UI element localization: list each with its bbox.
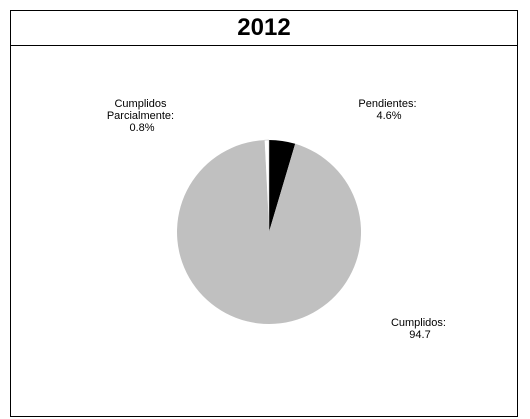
chart-title-box: 2012 — [11, 11, 517, 46]
label-cumplidos-line-1: Cumplidos: — [391, 317, 446, 329]
label-cumplidos-parcialmente: Cumplidos Parcialmente: 0.8% — [107, 98, 177, 134]
label-pendientes: Pendientes: 4.6% — [358, 98, 419, 122]
chart-title: 2012 — [237, 14, 291, 41]
label-parcial-line-2: Parcialmente: — [107, 110, 174, 122]
slice-cumplidos — [177, 140, 362, 325]
label-parcial-line-3: 0.8% — [129, 122, 154, 134]
slice-cumplidos-parcialmente — [264, 139, 270, 233]
slice-pendientes — [269, 140, 296, 232]
label-cumplidos-line-2: 94.7 — [409, 329, 430, 341]
label-pendientes-line-2: 4.6% — [376, 110, 401, 122]
label-pendientes-line-1: Pendientes: — [358, 98, 416, 110]
label-parcial-line-1: Cumplidos — [114, 98, 166, 110]
label-cumplidos: Cumplidos: 94.7 — [391, 317, 449, 341]
